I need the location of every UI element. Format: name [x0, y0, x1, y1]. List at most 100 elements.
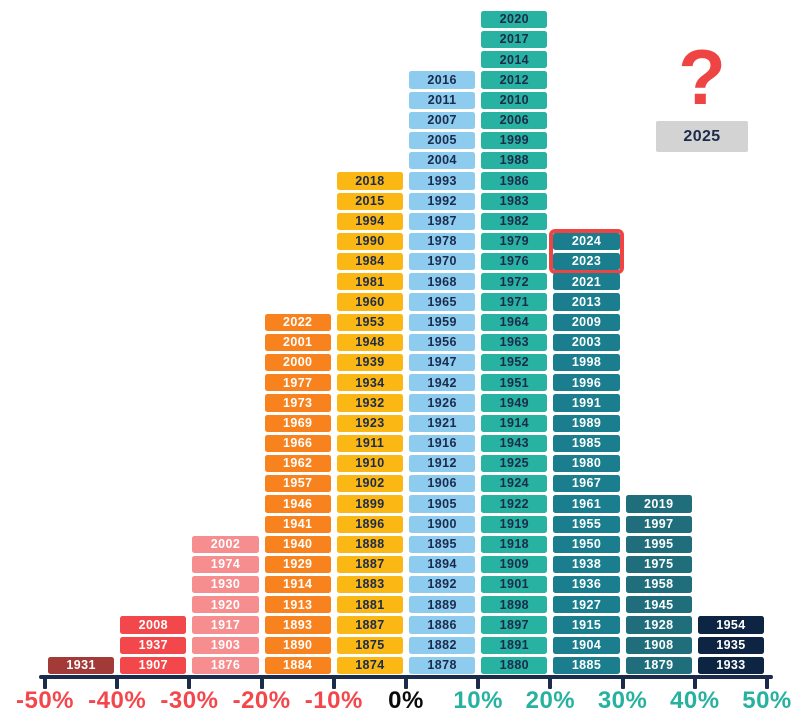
x-axis-label: 40%: [670, 687, 720, 714]
year-cell: 1968: [409, 273, 476, 291]
year-cell: 1922: [481, 495, 548, 513]
year-cell: 1991: [553, 394, 620, 412]
year-cell: 1990: [336, 232, 404, 251]
year-cell: 1892: [409, 576, 476, 594]
year-cell: 2016: [409, 71, 476, 89]
year-cell: 2020: [481, 10, 548, 28]
x-axis-label: 20%: [525, 687, 576, 714]
year-cell: 1919: [481, 515, 548, 533]
year-cell: 1986: [481, 172, 548, 190]
year-cell: 1915: [553, 616, 620, 634]
x-axis-label: 30%: [597, 687, 648, 714]
year-cell: 1951: [481, 374, 548, 392]
year-cell: 1994: [336, 212, 404, 230]
year-cell: 1911: [336, 434, 404, 452]
histogram-column: 2018 2015 1994 1990 1984 1981 1960 1953 1948 1939…: [334, 0, 406, 674]
year-cell: 1949: [481, 394, 548, 412]
x-axis-tick: [43, 675, 47, 689]
x-axis-tick: [331, 675, 336, 689]
year-cell: 2002: [192, 535, 259, 553]
year-cell: 1916: [409, 434, 476, 452]
year-cell: 1923: [336, 414, 404, 432]
year-cell: 1917: [192, 616, 259, 634]
year-cell: 1959: [409, 313, 476, 331]
year-cell: 1891: [481, 636, 548, 654]
year-cell: 1941: [264, 515, 331, 533]
year-cell: 1887: [336, 616, 404, 634]
year-cell: 1881: [336, 596, 404, 614]
year-cell: 2024: [553, 232, 620, 251]
year-cell: 1882: [409, 636, 476, 654]
year-cell: 1985: [553, 434, 620, 452]
year-cell: 1937: [120, 636, 187, 654]
year-cell: 1886: [409, 616, 476, 634]
x-axis-label: -50%: [15, 687, 75, 714]
year-cell: 1965: [409, 293, 476, 311]
year-cell: 2017: [481, 31, 548, 49]
histogram-columns: 1931 2008 1937 1907 2002 1974 1930 1920 1917 1903…: [45, 0, 767, 674]
year-cell: 1962: [264, 454, 331, 473]
year-cell: 1913: [264, 596, 331, 614]
year-cell: 1971: [481, 293, 548, 311]
year-cell: 1927: [553, 596, 620, 614]
year-cell: 1945: [625, 596, 692, 614]
year-cell: 1980: [553, 454, 620, 473]
x-axis-tick: [187, 675, 192, 689]
year-cell: 2003: [553, 333, 620, 351]
x-axis-label: -30%: [160, 687, 219, 714]
year-cell: 1938: [553, 555, 620, 574]
year-cell: 1894: [409, 555, 476, 574]
year-cell: 1950: [553, 535, 620, 553]
x-axis-label: 50%: [742, 687, 792, 714]
year-cell: 1896: [336, 515, 404, 533]
year-cell: 1947: [409, 354, 476, 372]
year-cell: 2001: [264, 333, 331, 351]
year-cell: 1989: [553, 414, 620, 432]
year-cell: 2009: [553, 313, 620, 331]
histogram-column: 2024 2023 2021 2013 2009 2003 1998 1996 1991 1989…: [549, 0, 624, 674]
year-cell: 1934: [336, 374, 404, 392]
year-cell: 1920: [192, 596, 259, 614]
x-axis-tick: [765, 675, 769, 689]
x-axis-tick: [404, 675, 408, 689]
year-cell: 1908: [625, 636, 692, 654]
year-cell: 1997: [625, 515, 692, 533]
year-cell: 1981: [336, 273, 404, 291]
year-cell: 2000: [264, 354, 331, 372]
year-cell: 1976: [481, 253, 548, 271]
year-cell: 2010: [481, 91, 548, 109]
year-cell: 1956: [409, 333, 476, 351]
year-cell: 1926: [409, 394, 476, 412]
year-cell: 1878: [409, 656, 476, 674]
highlight-box: 2024 2023: [549, 228, 624, 275]
year-cell: 1983: [481, 192, 548, 210]
year-cell: 1914: [264, 576, 331, 594]
x-axis-tick: [476, 675, 481, 689]
year-cell: 1953: [336, 313, 404, 331]
year-cell: 2014: [481, 51, 548, 69]
year-cell: 1909: [481, 555, 548, 574]
x-axis-labels: -50% -40% -30% -20% -10% 0% 10% 20% 30% 40% 50%: [16, 687, 791, 715]
histogram-column: 2022 2001 2000 1977 1973 1969 1966 1962 1957 1946…: [262, 0, 334, 674]
year-cell: 2021: [553, 273, 620, 291]
histogram-column: 1931: [45, 0, 117, 674]
year-cell: 1931: [48, 656, 115, 674]
year-cell: 1958: [625, 576, 692, 594]
histogram-column: 2020 2017 2014 2012 2010 2006 1999 1988 1986 1983…: [478, 0, 550, 674]
year-cell: 1979: [481, 232, 548, 251]
x-axis-label: 0%: [388, 687, 424, 714]
year-cell: 1887: [336, 555, 404, 574]
histogram-column: 1954 1935 1933: [695, 0, 767, 674]
year-cell: 1960: [336, 293, 404, 311]
year-cell: 2005: [409, 131, 476, 150]
year-cell: 1928: [625, 616, 692, 634]
year-cell: 1963: [481, 333, 548, 351]
year-cell: 1961: [553, 495, 620, 513]
year-cell: 1993: [409, 172, 476, 190]
year-cell: 1879: [625, 656, 692, 674]
year-cell: 1999: [481, 131, 548, 150]
year-cell: 1883: [336, 576, 404, 594]
year-cell: 1912: [409, 454, 476, 473]
year-cell: 1918: [481, 535, 548, 553]
